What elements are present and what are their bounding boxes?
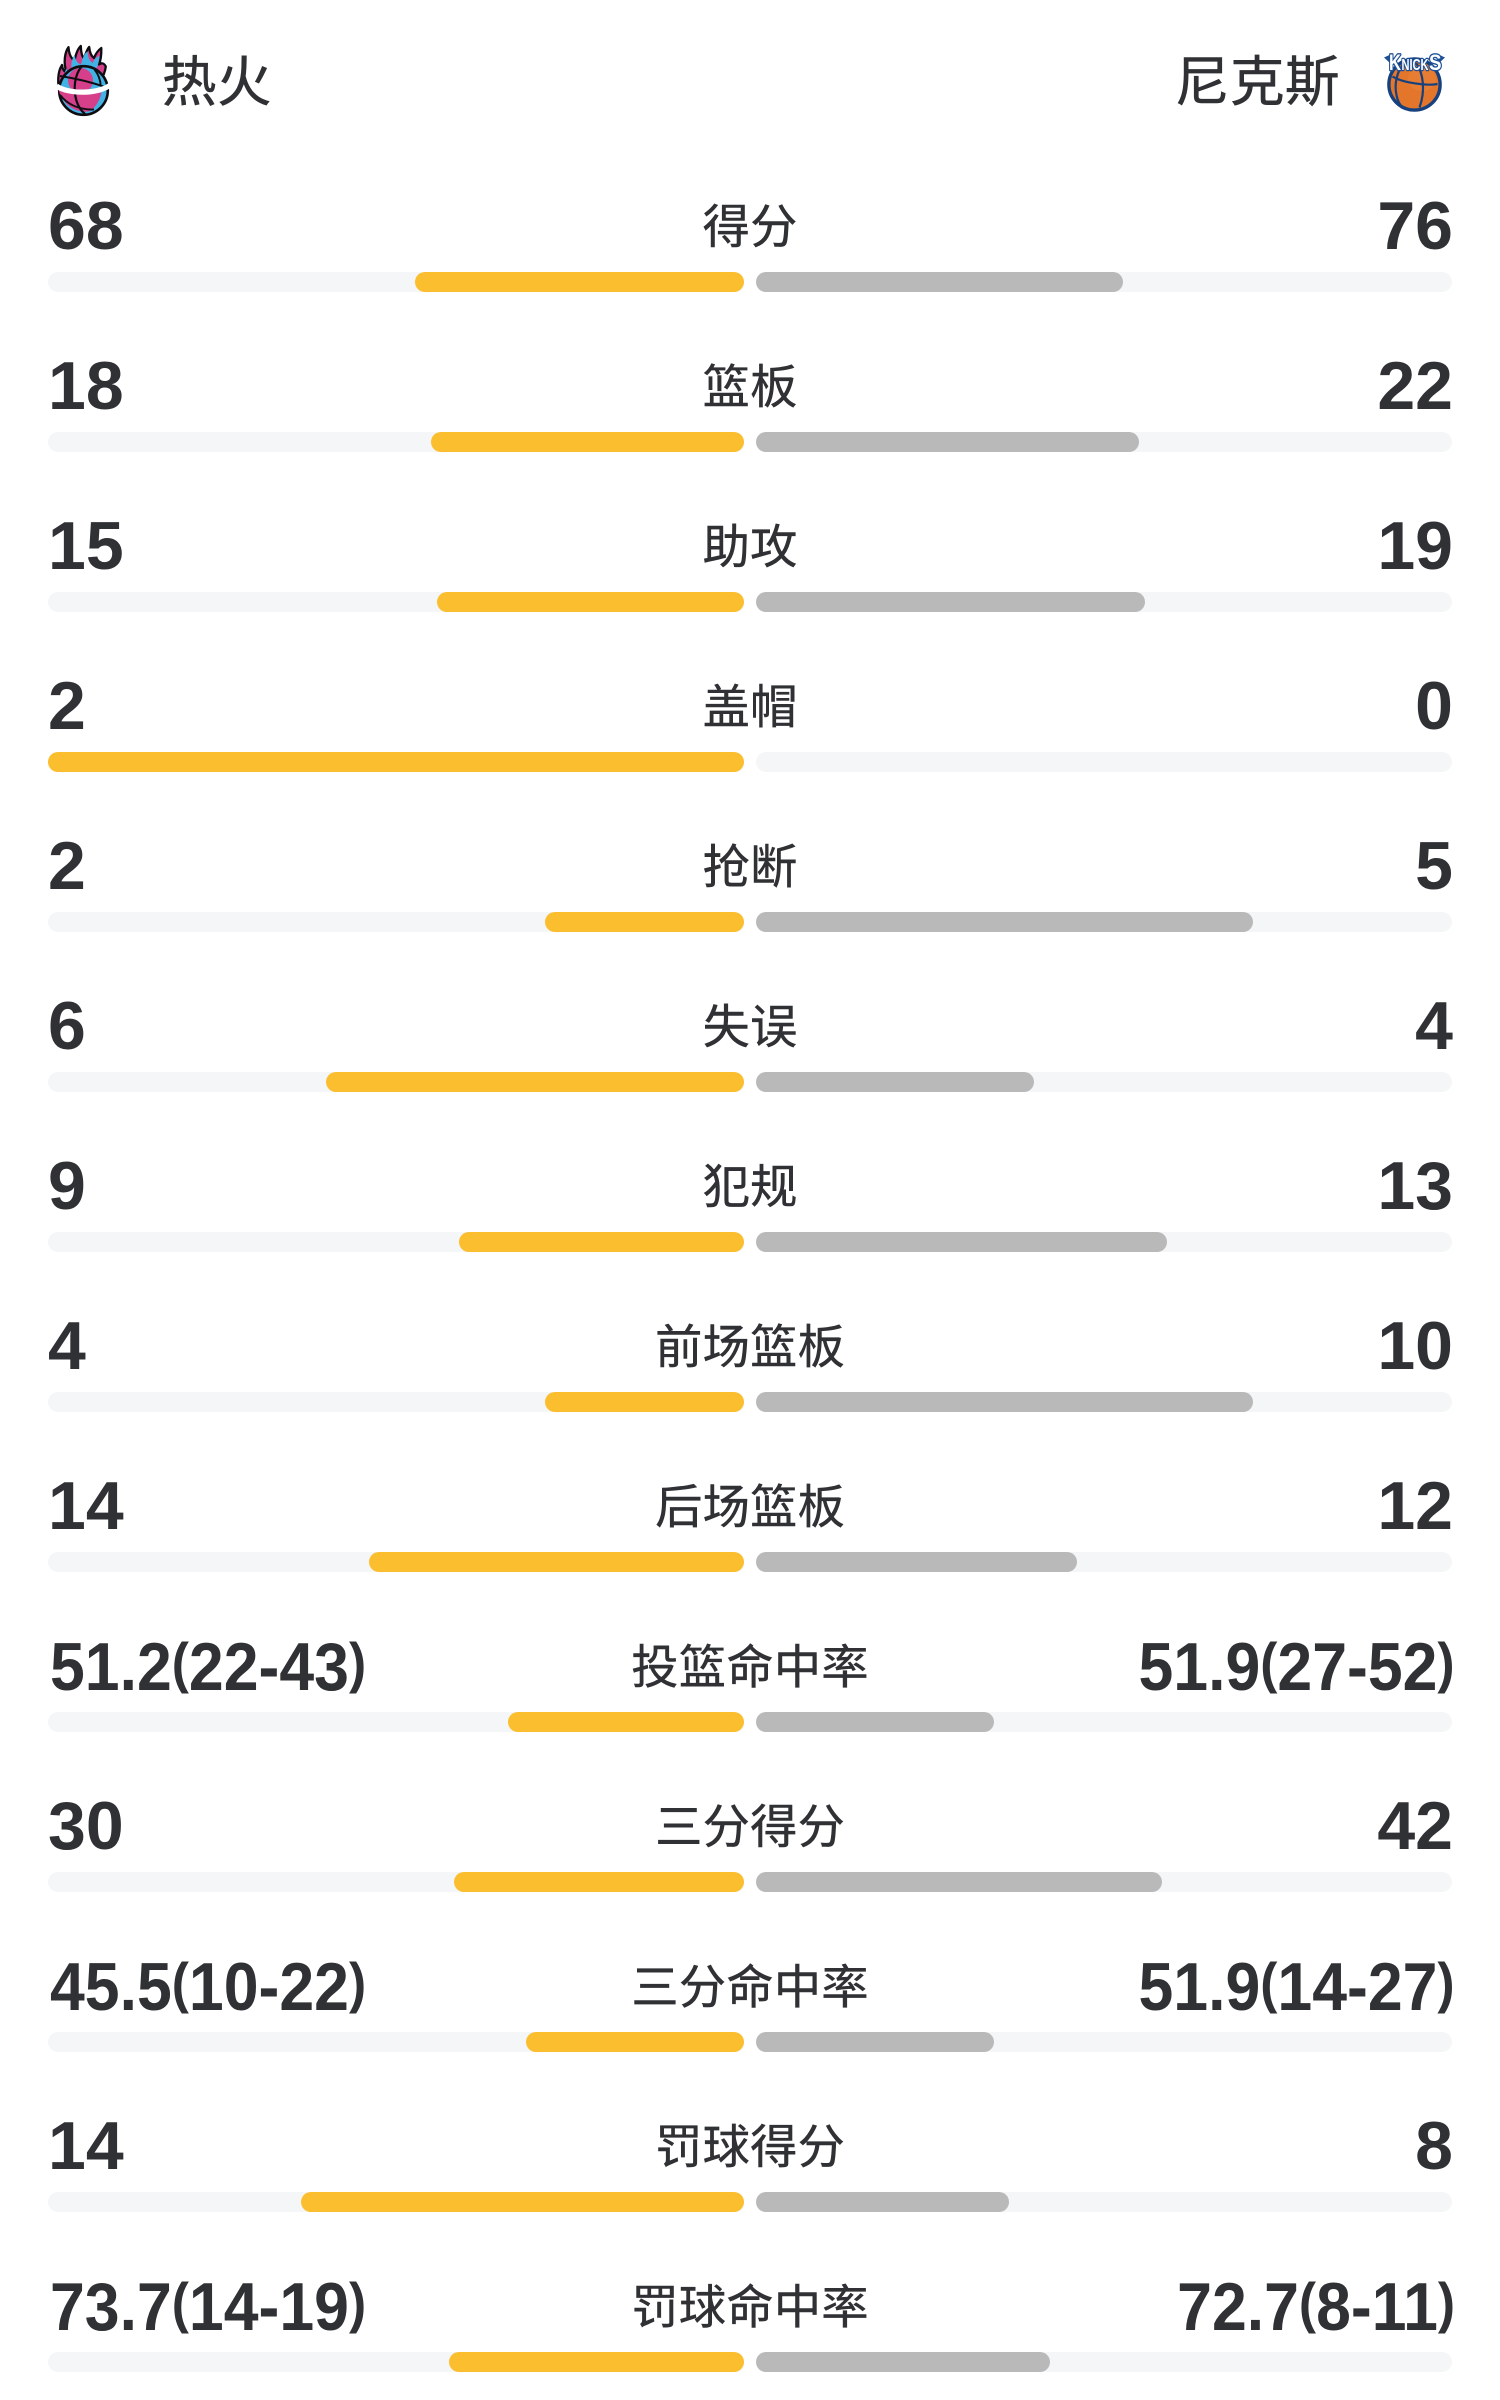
svg-text:S: S	[1429, 50, 1442, 75]
svg-text:NICK: NICK	[1402, 57, 1429, 74]
svg-text:K: K	[1389, 50, 1402, 75]
